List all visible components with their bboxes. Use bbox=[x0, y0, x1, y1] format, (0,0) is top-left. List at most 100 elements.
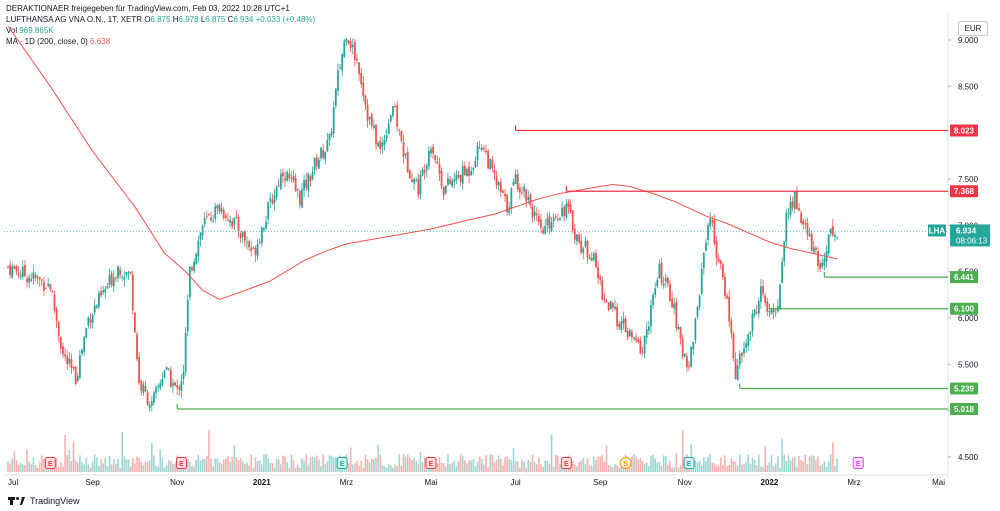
earnings-event-marker[interactable] bbox=[852, 457, 864, 469]
volume-bar bbox=[379, 455, 382, 472]
ma-label[interactable]: MA · 1D (200, close, 0) bbox=[6, 37, 88, 46]
candle-body bbox=[745, 343, 748, 348]
candle-body bbox=[609, 301, 612, 310]
candle-body bbox=[330, 131, 333, 136]
candle-body bbox=[698, 296, 701, 308]
candle-body bbox=[635, 337, 638, 341]
candle-body bbox=[810, 233, 813, 251]
volume-bar bbox=[554, 454, 557, 472]
earnings-event-marker[interactable] bbox=[560, 457, 572, 469]
volume-bar bbox=[590, 466, 593, 472]
volume-bar bbox=[252, 467, 255, 472]
volume-bar bbox=[544, 460, 547, 472]
candle-body bbox=[738, 353, 741, 365]
earnings-event-marker[interactable] bbox=[44, 457, 56, 469]
event-marker-label: E bbox=[856, 461, 861, 468]
volume-bar bbox=[237, 460, 240, 472]
candle-body bbox=[379, 141, 382, 150]
volume-bar bbox=[612, 467, 614, 472]
volume-bar bbox=[578, 461, 580, 472]
candle-body bbox=[100, 291, 102, 296]
volume-bar bbox=[409, 457, 411, 472]
volume-bar bbox=[229, 461, 231, 472]
open-value: 6.875 bbox=[150, 15, 171, 24]
candle-body bbox=[466, 168, 468, 176]
earnings-event-marker[interactable] bbox=[175, 457, 187, 469]
candle-body bbox=[529, 194, 532, 206]
candle-body bbox=[81, 349, 83, 354]
candle-body bbox=[607, 302, 610, 310]
volume-bar bbox=[660, 466, 663, 472]
volume-bar bbox=[299, 467, 301, 472]
volume-bar bbox=[698, 460, 701, 472]
volume-bar bbox=[256, 461, 259, 472]
candle-body bbox=[580, 240, 583, 253]
volume-bar bbox=[504, 457, 506, 472]
candle-body bbox=[136, 334, 138, 360]
volume-bar bbox=[781, 438, 783, 472]
split-event-marker[interactable] bbox=[619, 457, 632, 469]
candle-body bbox=[728, 296, 731, 322]
candle-body bbox=[455, 174, 458, 181]
candle-body bbox=[182, 372, 185, 380]
volume-bar bbox=[296, 464, 299, 472]
volume-bar bbox=[620, 464, 623, 472]
volume-bar bbox=[360, 460, 363, 472]
volume-bar bbox=[413, 458, 415, 472]
volume-bar bbox=[66, 455, 69, 472]
candle-body bbox=[188, 266, 191, 298]
volume-bar bbox=[284, 456, 286, 472]
chart-header: DERAKTIONAER freigegeben für TradingView… bbox=[6, 3, 315, 47]
volume-bar bbox=[212, 466, 214, 472]
volume-bar bbox=[24, 464, 26, 472]
volume-bar bbox=[290, 454, 293, 472]
volume-bar bbox=[385, 467, 388, 472]
volume-bar bbox=[802, 461, 805, 472]
event-marker-label: S bbox=[623, 461, 628, 468]
volume-bar bbox=[582, 458, 585, 472]
candle-body bbox=[62, 346, 64, 355]
candle-body bbox=[626, 330, 629, 338]
volume-bar bbox=[675, 453, 678, 472]
earnings-event-marker[interactable] bbox=[683, 457, 695, 469]
volume-bar bbox=[68, 450, 71, 472]
event-marker-label: E bbox=[687, 461, 692, 468]
candle-body bbox=[95, 305, 98, 308]
volume-bar bbox=[485, 455, 487, 472]
volume-bar bbox=[510, 460, 513, 472]
volume-bar bbox=[487, 467, 489, 472]
volume-bar bbox=[43, 458, 45, 472]
candle-body bbox=[85, 327, 88, 338]
candle-body bbox=[76, 376, 79, 382]
volume-bar bbox=[459, 454, 462, 472]
currency-button[interactable]: EUR bbox=[958, 21, 988, 36]
symbol-name[interactable]: LUFTHANSA AG VNA O.N., 1T, XETR bbox=[6, 15, 143, 24]
candle-body bbox=[658, 264, 661, 279]
candle-body bbox=[688, 365, 690, 368]
volume-bar bbox=[571, 461, 574, 472]
candle-body bbox=[328, 133, 331, 141]
level-price-label: 6.441 bbox=[954, 273, 975, 282]
volume-bar bbox=[146, 461, 149, 472]
volume-bar bbox=[538, 457, 540, 472]
change-value: +0.033 (+0.48%) bbox=[255, 15, 316, 24]
candle-body bbox=[271, 200, 274, 204]
candle-body bbox=[167, 368, 170, 370]
candle-body bbox=[155, 387, 157, 394]
volume-bar bbox=[301, 458, 303, 472]
volume-bar bbox=[455, 466, 458, 472]
x-tick-label: 2022 bbox=[761, 478, 779, 487]
volume-bar bbox=[62, 466, 64, 472]
earnings-event-marker[interactable] bbox=[336, 457, 348, 469]
candle-body bbox=[263, 228, 265, 231]
candle-body bbox=[713, 220, 716, 244]
volume-bar bbox=[696, 462, 699, 472]
candle-body bbox=[497, 182, 500, 186]
candle-body bbox=[743, 348, 745, 354]
candle-body bbox=[351, 44, 354, 48]
candle-body bbox=[38, 277, 41, 280]
volume-bar bbox=[91, 461, 94, 472]
volume-bar bbox=[167, 460, 170, 472]
earnings-event-marker[interactable] bbox=[425, 457, 437, 469]
